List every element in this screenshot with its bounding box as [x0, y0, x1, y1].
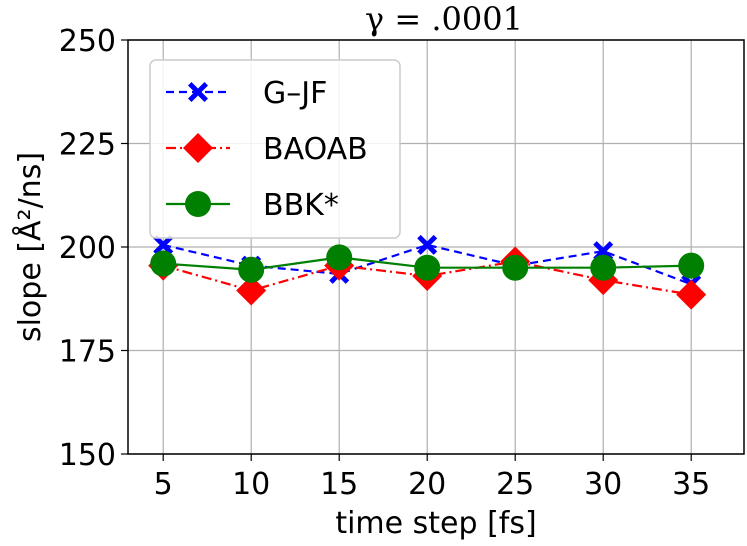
data-point [326, 244, 353, 271]
x-axis-label: time step [fs] [335, 506, 536, 541]
data-point [590, 254, 617, 281]
data-point [502, 254, 529, 281]
data-point [153, 234, 174, 255]
data-point [417, 234, 438, 255]
legend-entry: BBK* [166, 188, 339, 223]
x-tick-label: 35 [672, 467, 710, 502]
x-tick-label: 20 [408, 467, 446, 502]
legend-label: G–JF [263, 76, 327, 111]
ticks: 5 10 15 20 25 30 35 150 175 200 225 250 [59, 24, 711, 502]
legend-label: BAOAB [263, 132, 368, 167]
x-tick-label: 5 [154, 467, 173, 502]
chart-title: γ = .0001 [365, 0, 523, 38]
y-axis-label: slope [Å²/ns] [12, 152, 48, 342]
series-2 [150, 244, 705, 283]
x-tick-label: 10 [232, 467, 270, 502]
x-tick-label: 25 [496, 467, 534, 502]
x-tick-label: 15 [320, 467, 358, 502]
legend-marker [188, 82, 208, 102]
y-tick-label: 225 [59, 128, 116, 163]
data-point [678, 252, 705, 279]
data-point [150, 250, 177, 277]
data-point [676, 279, 707, 310]
y-tick-label: 250 [59, 24, 116, 59]
legend-marker [185, 191, 211, 217]
y-tick-label: 200 [59, 231, 116, 266]
data-point [238, 256, 265, 283]
legend: G–JF BAOAB BBK* [149, 59, 401, 239]
x-tick-label: 30 [584, 467, 622, 502]
legend-box [149, 59, 401, 239]
legend-label: BBK* [263, 188, 339, 223]
legend-entry: G–JF [166, 76, 327, 111]
y-tick-label: 175 [59, 335, 116, 370]
data-point [414, 254, 441, 281]
legend-entry: BAOAB [166, 132, 368, 167]
series-layer [148, 234, 707, 310]
data-point [236, 275, 267, 306]
y-tick-label: 150 [59, 438, 116, 473]
legend-marker [183, 133, 213, 163]
